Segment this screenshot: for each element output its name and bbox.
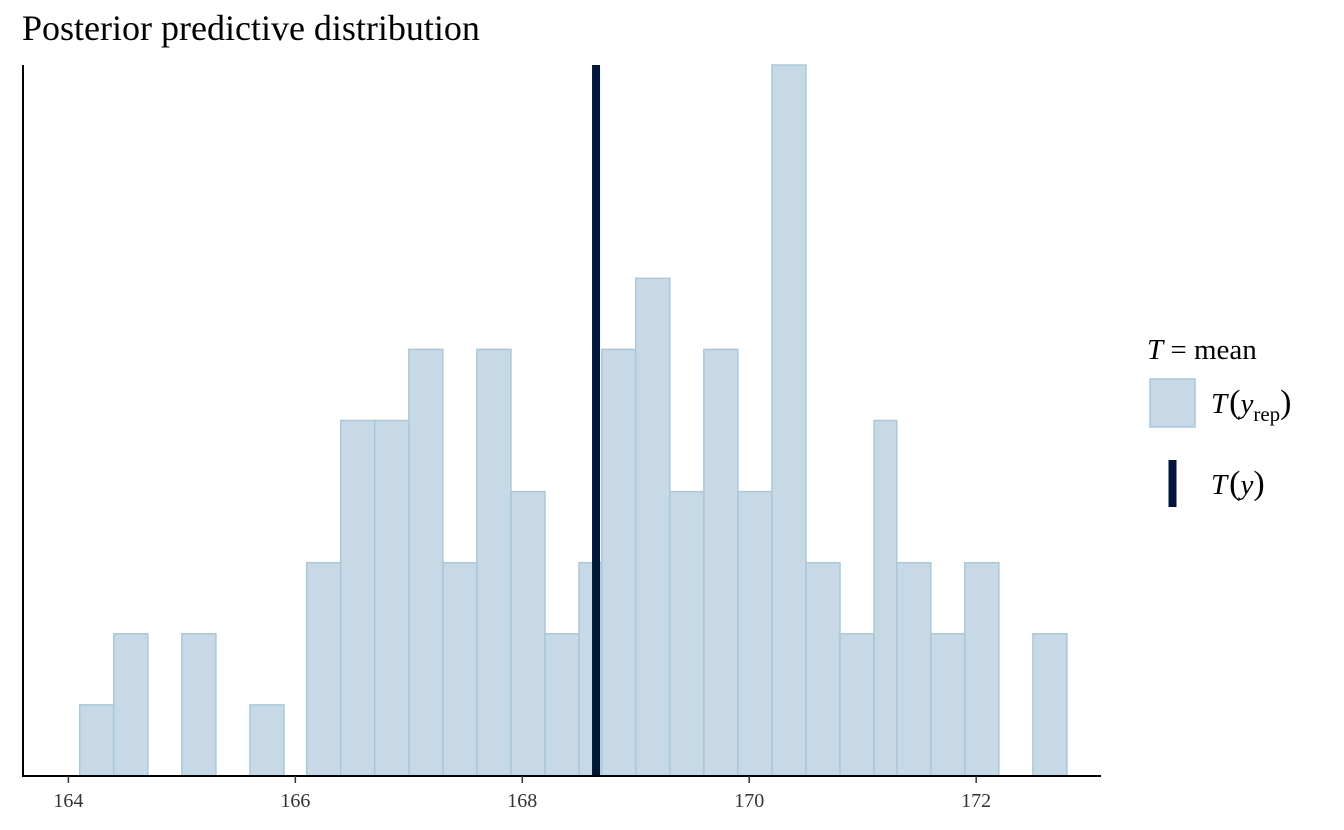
histogram-bar [805,561,841,777]
histogram-bar [510,490,546,777]
histogram-bar [78,704,115,777]
x-tick-label: 172 [961,790,991,812]
legend: T = mean T(yrep) T(y) [1147,334,1292,507]
legend-key-bar [1149,378,1196,428]
histogram-bars [78,64,1068,777]
legend-label: T(yrep) [1211,384,1292,426]
histogram-bar [181,633,217,777]
histogram-bar [771,64,807,777]
histogram-bar [476,348,512,777]
histogram-bar [113,633,149,777]
histogram-bar [669,490,705,777]
histogram-bar [635,277,671,777]
histogram-bar [374,419,410,777]
chart-title: Posterior predictive distribution [22,8,480,48]
histogram-bar [544,633,580,777]
histogram-bar [305,561,342,777]
histogram-bar [873,419,898,777]
histogram-bar [895,561,932,777]
x-axis-ticks: 164 166 168 170 172 [53,776,991,812]
histogram-bar [737,490,773,777]
histogram-bar [839,633,875,777]
histogram-bar [600,348,637,777]
legend-item-y: T(y) [1168,460,1265,507]
histogram-bar [339,419,376,777]
x-tick-label: 168 [507,790,537,812]
x-tick-label: 166 [280,790,310,812]
histogram-bar [1032,633,1068,777]
axes [22,65,1101,777]
x-tick-label: 170 [734,790,764,812]
legend-item-yrep: T(yrep) [1149,378,1292,428]
histogram-bar [442,561,478,777]
histogram-bar [703,348,739,777]
histogram-bar [408,348,444,777]
legend-title: T = mean [1147,334,1257,366]
histogram-bar [964,561,1000,777]
histogram-bar [249,704,285,777]
histogram-bar [930,633,966,777]
x-tick-label: 164 [53,790,83,812]
legend-label: T(y) [1211,465,1265,502]
